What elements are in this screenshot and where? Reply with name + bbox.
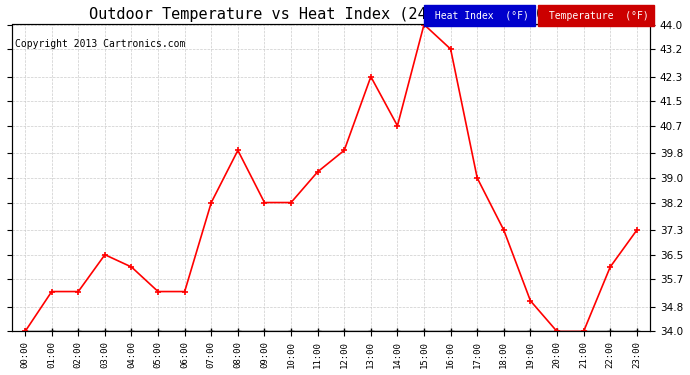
Title: Outdoor Temperature vs Heat Index (24 Hours) 20130128: Outdoor Temperature vs Heat Index (24 Ho… [89, 7, 573, 22]
Text: Temperature  (°F): Temperature (°F) [543, 11, 649, 21]
Text: Heat Index  (°F): Heat Index (°F) [429, 11, 529, 21]
Text: Copyright 2013 Cartronics.com: Copyright 2013 Cartronics.com [15, 39, 186, 49]
